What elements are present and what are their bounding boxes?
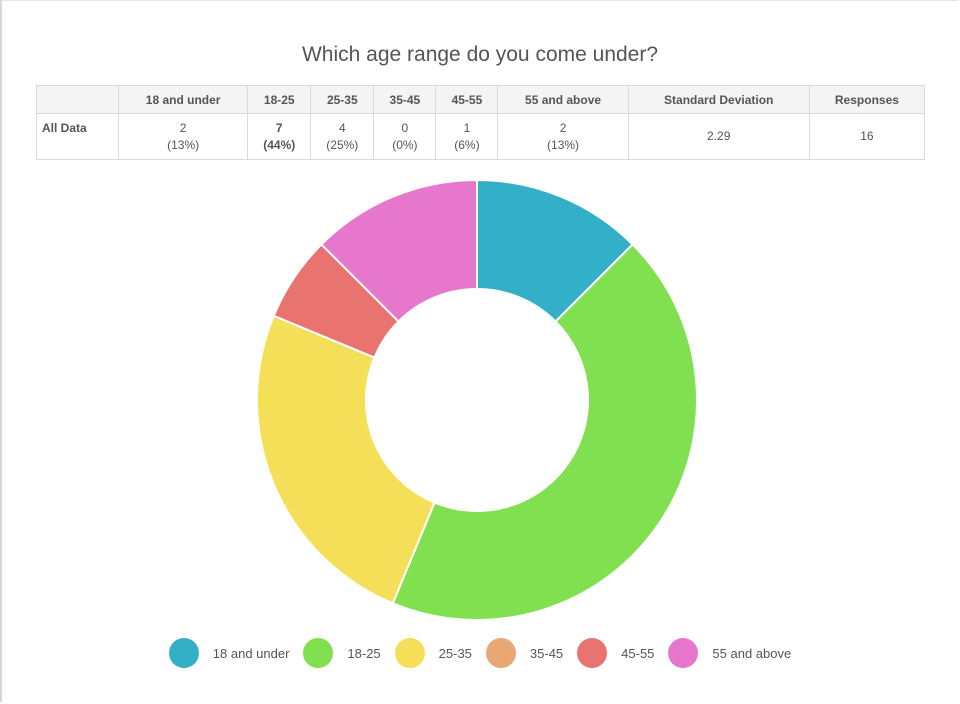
count-value: 4 xyxy=(338,120,346,135)
legend-swatch xyxy=(485,638,516,668)
percent-value: (6%) xyxy=(454,137,480,152)
cell-25-35: 4 (25%) xyxy=(310,113,375,160)
percent-value: (0%) xyxy=(392,137,418,152)
chart-title: Which age range do you come under? xyxy=(301,43,659,66)
legend-label: 25-35 xyxy=(438,645,472,661)
count-value: 7 xyxy=(275,120,283,135)
count-value: 1 xyxy=(463,120,471,135)
donut-slice-25-35 xyxy=(256,314,436,605)
cell-responses: 16 xyxy=(808,113,926,160)
legend-swatch xyxy=(168,638,199,668)
legend-item[interactable]: 18-25 xyxy=(303,638,381,668)
row-label: All Data xyxy=(35,113,120,160)
legend-swatch xyxy=(394,638,425,668)
legend-item[interactable]: 25-35 xyxy=(394,638,472,668)
donut-slice-18-25 xyxy=(391,243,698,621)
cell-standard-deviation: 2.29 xyxy=(627,113,810,160)
table-row: All Data 2 (13%) 7 (44%) 4 (25%) 0 (0%) … xyxy=(35,113,926,160)
chart-legend: 18 and under 18-25 25-35 35-45 45-55 55 and a… xyxy=(0,638,960,668)
summary-table: 18 and under 18-25 25-35 35-45 45-55 55 … xyxy=(35,85,926,160)
cell-35-45: 0 (0%) xyxy=(373,113,437,160)
header-responses: Responses xyxy=(808,85,926,114)
count-value: 2 xyxy=(559,120,567,135)
table-header-row: 18 and under 18-25 25-35 35-45 45-55 55 … xyxy=(35,85,926,114)
legend-item[interactable]: 55 and above xyxy=(668,638,791,668)
legend-item[interactable]: 35-45 xyxy=(485,638,564,668)
legend-item[interactable]: 45-55 xyxy=(577,638,654,668)
legend-swatch xyxy=(303,638,334,668)
cell-18-and-under: 2 (13%) xyxy=(118,113,249,160)
legend-swatch xyxy=(577,638,608,668)
percent-value: (44%) xyxy=(263,137,296,152)
count-value: 2 xyxy=(179,120,187,135)
legend-label: 45-55 xyxy=(621,645,655,661)
legend-label: 18 and under xyxy=(212,645,290,661)
header-25-35: 25-35 xyxy=(310,85,375,114)
cell-18-25: 7 (44%) xyxy=(247,113,312,160)
header-standard-deviation: Standard Deviation xyxy=(627,85,810,114)
header-35-45: 35-45 xyxy=(373,85,437,114)
donut-slice-55-and-above xyxy=(320,178,478,323)
legend-label: 18-25 xyxy=(347,645,381,661)
header-18-25: 18-25 xyxy=(247,85,312,114)
header-55-and-above: 55 and above xyxy=(497,85,629,114)
count-value: 0 xyxy=(401,120,409,135)
percent-value: (13%) xyxy=(547,137,580,152)
legend-label: 35-45 xyxy=(529,645,564,661)
percent-value: (13%) xyxy=(167,137,200,152)
legend-swatch xyxy=(668,638,699,668)
header-empty xyxy=(35,85,120,114)
percent-value: (25%) xyxy=(326,137,359,152)
legend-item[interactable]: 18 and under xyxy=(168,638,290,668)
legend-label: 55 and above xyxy=(712,645,792,661)
